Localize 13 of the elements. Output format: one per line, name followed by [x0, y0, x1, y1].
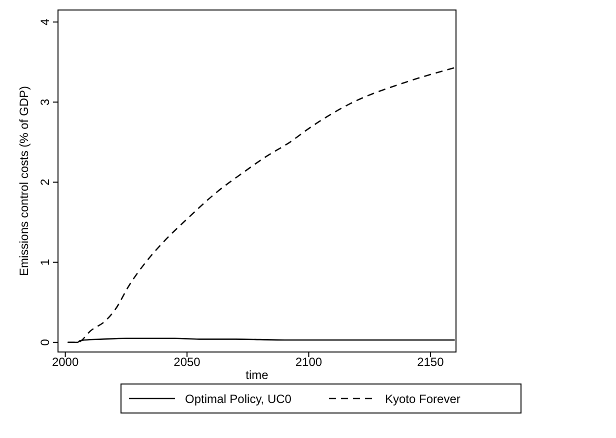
y-tick-label: 3: [38, 98, 52, 106]
legend-label: Kyoto Forever: [385, 392, 460, 406]
x-tick-label: 2150: [417, 355, 444, 369]
legend-label: Optimal Policy, UC0: [185, 392, 292, 406]
x-axis-title: time: [246, 368, 269, 382]
y-tick-label: 4: [38, 18, 52, 26]
x-tick-label: 2100: [295, 355, 322, 369]
y-tick-label: 1: [38, 258, 52, 266]
y-tick-label: 0: [38, 338, 52, 346]
y-tick-label: 2: [38, 178, 52, 186]
x-tick-label: 2000: [52, 355, 79, 369]
y-axis-title: Emissions control costs (% of GDP): [17, 86, 31, 276]
x-tick-label: 2050: [174, 355, 201, 369]
